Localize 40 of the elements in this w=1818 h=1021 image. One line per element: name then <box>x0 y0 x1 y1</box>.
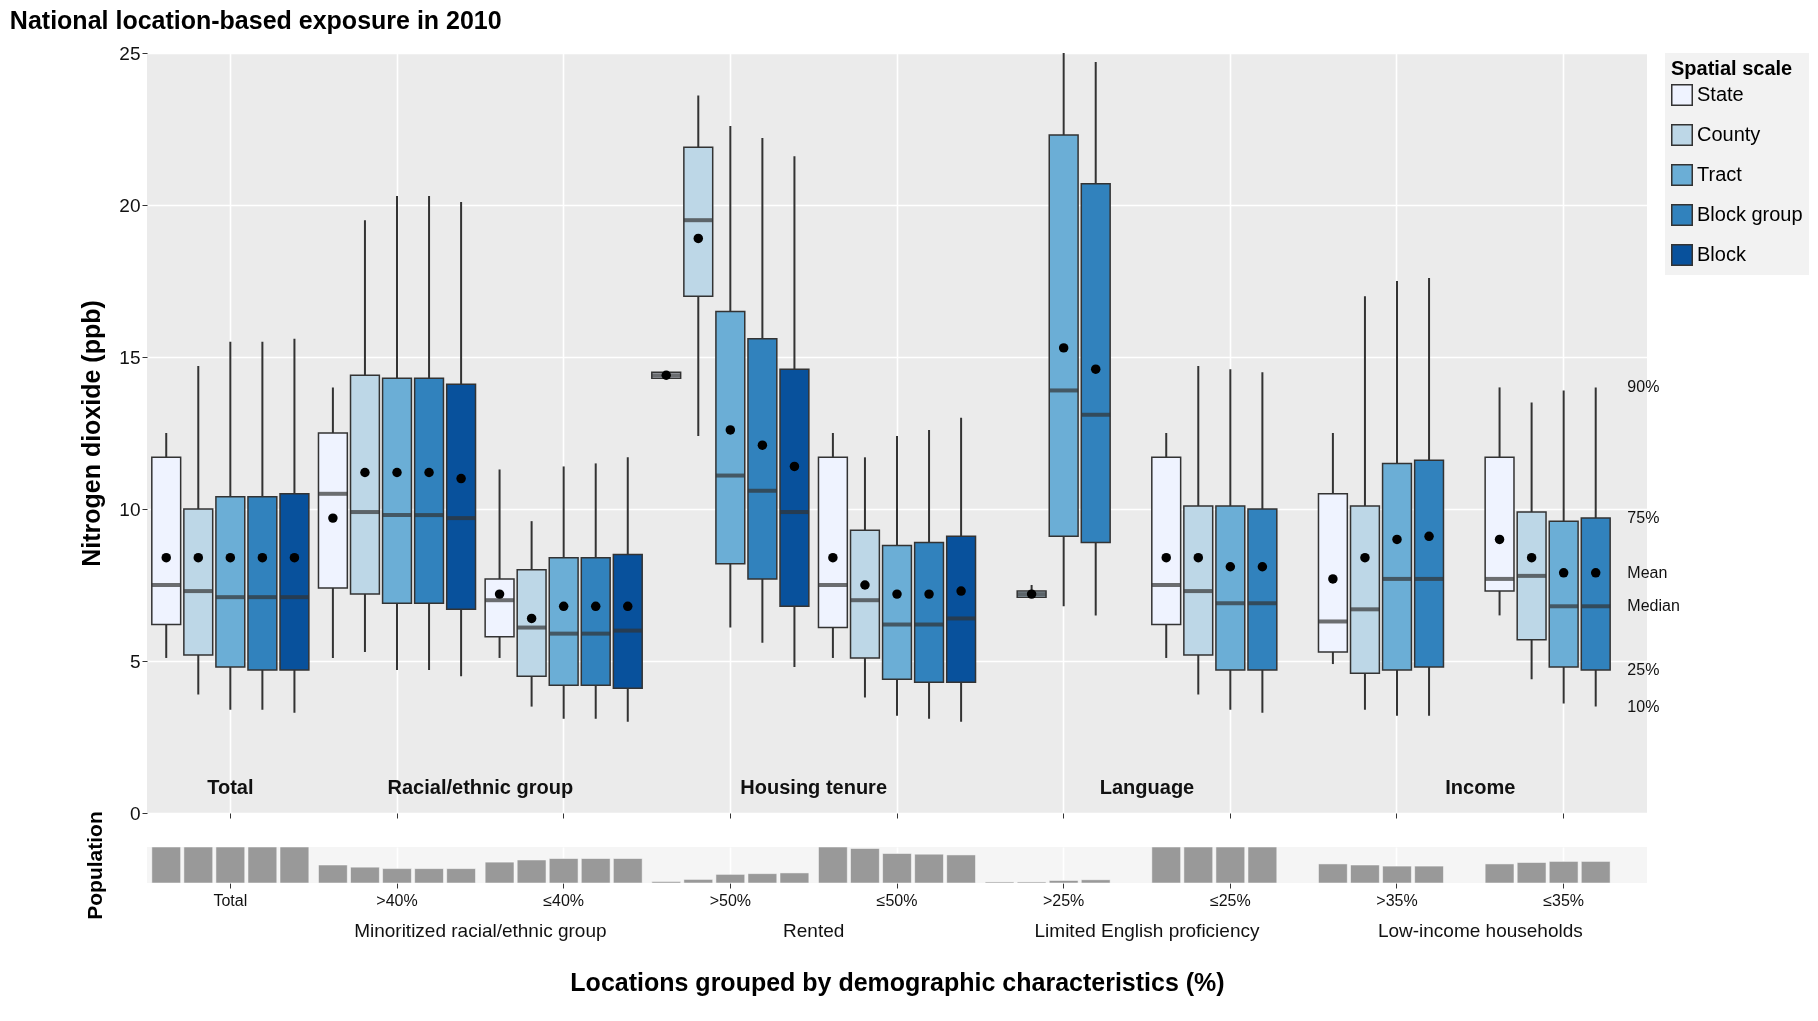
annotation: Income <box>1445 776 1516 798</box>
y-tick-label: 20 <box>119 194 141 216</box>
legend-title: Spatial scale <box>1671 57 1793 79</box>
legend-label: Block <box>1697 243 1747 265</box>
legend-label: County <box>1697 123 1761 145</box>
x-tick-label: ≤50% <box>876 891 918 909</box>
x-tick-label: ≤35% <box>1543 891 1585 909</box>
annotation: 25% <box>1627 661 1660 679</box>
y-tick-label: 15 <box>119 346 141 368</box>
x-tick-label: >25% <box>1042 891 1085 909</box>
y-axis-title: Population <box>82 811 106 920</box>
y-tick-label: 5 <box>129 650 141 672</box>
text: Rented <box>783 920 845 941</box>
annotation: Housing tenure <box>740 776 887 798</box>
legend-label: Block group <box>1697 203 1803 225</box>
annotation: Racial/ethnic group <box>387 776 574 798</box>
annotation: 90% <box>1627 378 1660 396</box>
legend-label: Tract <box>1697 163 1743 185</box>
text: Low-income households <box>1377 920 1583 941</box>
x-tick-label: >35% <box>1376 891 1418 909</box>
text: Limited English proficiency <box>1034 920 1260 941</box>
y-tick-label: 10 <box>119 498 141 520</box>
text: Minoritized racial/ethnic group <box>354 920 607 941</box>
x-tick-label: >50% <box>709 891 752 909</box>
annotation: Mean <box>1627 563 1668 581</box>
annotation: 10% <box>1627 697 1660 715</box>
y-tick-label: 0 <box>129 802 141 824</box>
legend-label: State <box>1697 83 1744 105</box>
annotation: Median <box>1627 597 1680 615</box>
x-axis-title: Locations grouped by demographic characteristics (%) <box>570 967 1225 996</box>
x-tick-label: ≤25% <box>1209 891 1251 909</box>
annotation: Total <box>207 776 254 798</box>
annotation: Language <box>1099 776 1195 798</box>
x-tick-label: ≤40% <box>543 891 585 909</box>
x-tick-label: Total <box>213 891 248 909</box>
chart-title: National location-based exposure in 2010 <box>9 6 502 34</box>
annotation: 75% <box>1627 509 1660 527</box>
y-axis-title: Nitrogen dioxide (ppb) <box>77 300 106 567</box>
x-tick-label: >40% <box>376 891 418 909</box>
y-tick-label: 25 <box>119 42 141 64</box>
